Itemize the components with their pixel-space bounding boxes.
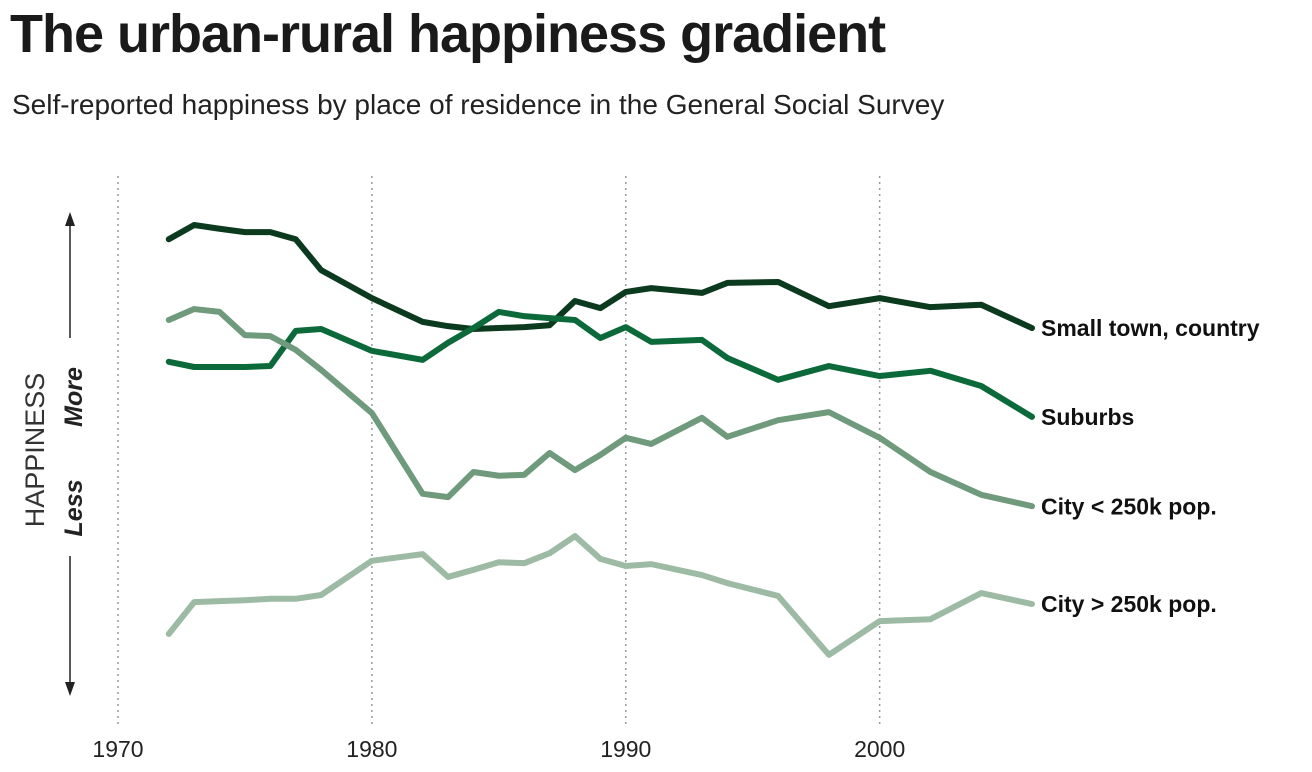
- series-line: [165, 306, 1035, 510]
- y-label-low: Less: [60, 479, 88, 536]
- x-tick-label: 1990: [600, 736, 651, 762]
- y-label-high: More: [60, 367, 88, 427]
- series-label: Small town, country: [1041, 315, 1260, 341]
- series-line: [165, 533, 1035, 658]
- chart-title: The urban-rural happiness gradient: [10, 4, 886, 64]
- series-label: City > 250k pop.: [1041, 591, 1217, 617]
- y-axis-label: HAPPINESS: [20, 373, 50, 528]
- arrow-up-head: [65, 212, 75, 226]
- chart-subtitle: Self-reported happiness by place of resi…: [12, 89, 944, 120]
- x-tick-label: 1970: [92, 736, 143, 762]
- series-line: [165, 308, 1035, 420]
- x-tick-label: 1980: [346, 736, 397, 762]
- arrow-down-head: [65, 682, 75, 696]
- series-line: [165, 221, 1035, 332]
- series-label: City < 250k pop.: [1041, 493, 1217, 519]
- x-tick-label: 2000: [854, 736, 905, 762]
- series-label: Suburbs: [1041, 404, 1134, 430]
